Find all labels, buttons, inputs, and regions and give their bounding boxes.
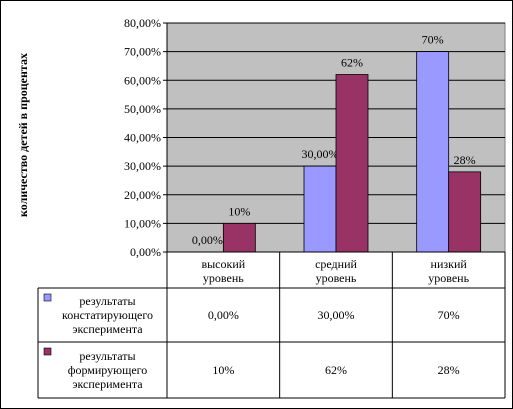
category-label: уровень [316,271,357,285]
bar [303,165,337,253]
y-tick-label: 50,00% [124,102,161,116]
category-label: уровень [203,271,244,285]
y-tick-label: 40,00% [124,131,161,145]
data-label: 30,00% [302,147,339,161]
y-tick-label: 70,00% [124,45,161,59]
data-label: 0,00% [192,233,223,247]
bar [335,74,369,253]
table-cell-value: 30,00% [318,308,355,322]
legend-label: результаты [79,294,135,308]
category-label: уровень [428,271,469,285]
table-cell-value: 10% [212,363,234,377]
legend-label: эксперимента [72,377,143,391]
table-cell-value: 70% [438,308,460,322]
y-tick-label: 30,00% [124,159,161,173]
data-label: 62% [341,56,363,70]
category-label: низкий [431,257,468,271]
bar [416,51,450,253]
table-cell-value: 28% [438,363,460,377]
legend-label: эксперимента [72,322,143,336]
legend-label: формирующего [68,363,148,377]
y-axis-label: количество детей в процентах [16,53,30,217]
y-tick-label: 80,00% [124,16,161,30]
legend-label: констатирующего [62,308,153,322]
legend-label: результаты [79,349,135,363]
y-tick-label: 0,00% [130,245,161,259]
y-tick-label: 10,00% [124,216,161,230]
y-tick-label: 20,00% [124,188,161,202]
data-label: 28% [454,153,476,167]
legend-swatch [43,293,52,302]
category-label: средний [315,257,357,271]
data-label: 70% [422,33,444,47]
data-label: 10% [228,204,250,218]
bar [222,222,256,253]
category-label: высокий [201,257,245,271]
bar [448,171,482,253]
y-tick-label: 60,00% [124,73,161,87]
table-cell-value: 0,00% [208,308,239,322]
legend-swatch [43,347,52,356]
table-cell-value: 62% [325,363,347,377]
